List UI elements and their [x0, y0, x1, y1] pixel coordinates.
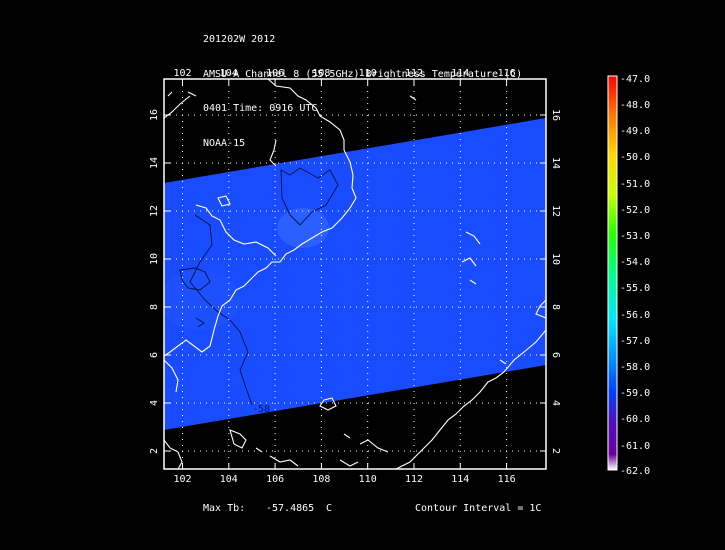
colorbar-label: -59.0 [620, 388, 650, 399]
lat-labels-right: 2 4 6 8 10 12 14 16 [550, 109, 561, 454]
contour-lines [179, 167, 339, 406]
colorbar-label: -53.0 [620, 231, 650, 242]
satellite-swath [164, 118, 546, 430]
lon-label: 110 [359, 68, 377, 79]
lat-label: 2 [149, 448, 160, 454]
lat-label: 14 [550, 157, 561, 169]
lon-label: 106 [266, 68, 284, 79]
lat-label: 12 [149, 205, 160, 217]
lat-label: 2 [550, 448, 561, 454]
header-satellite: NOAA-15 [203, 137, 246, 149]
colorbar-labels: -47.0 -48.0 -49.0 -50.0 -51.0 -52.0 -53.… [620, 74, 650, 477]
header-product: AMSU-A Channel 8 (55.5GHz) Brightness Te… [203, 68, 523, 80]
lon-label: 112 [405, 474, 423, 485]
contour-interval: Contour Interval = 1C [415, 503, 542, 514]
lon-label: 108 [312, 68, 330, 79]
header: 201202W 2012 AMSU-A Channel 8 (55.5GHz) … [203, 11, 522, 161]
lon-label: 104 [220, 474, 238, 485]
max-tb-value: -57.4865 [266, 503, 315, 514]
colorbar-label: -54.0 [620, 257, 650, 268]
colorbar-label: -57.0 [620, 336, 650, 347]
colorbar-label: -47.0 [620, 74, 650, 85]
colorbar-label: -62.0 [620, 466, 650, 477]
lat-label: 16 [550, 109, 561, 121]
lat-label: 14 [149, 157, 160, 169]
lon-labels-top: 102 104 106 108 110 112 114 116 [173, 68, 515, 79]
colorbar-label: -49.0 [620, 126, 650, 137]
colorbar [607, 75, 618, 471]
lon-label: 106 [266, 474, 284, 485]
graticule [164, 79, 546, 469]
warm-spot [277, 208, 329, 248]
map-frame [163, 78, 547, 470]
max-tb-unit: C [326, 503, 333, 514]
header-storm-id: 201202W 2012 [203, 34, 276, 45]
lat-label: 6 [149, 352, 160, 358]
colorbar-label: -56.0 [620, 310, 650, 321]
colorbar-label: -55.0 [620, 283, 650, 294]
lat-label: 10 [550, 253, 561, 265]
colorbar-label: -52.0 [620, 205, 650, 216]
colorbar-label: -61.0 [620, 441, 650, 452]
lon-label: 102 [173, 474, 191, 485]
lon-label: 104 [220, 68, 238, 79]
max-tb-label: Max Tb: [203, 503, 246, 514]
lon-label: 114 [451, 68, 469, 79]
lat-label: 4 [149, 400, 160, 406]
colorbar-label: -60.0 [620, 414, 650, 425]
lon-label: 114 [451, 474, 469, 485]
tick-marks [164, 79, 546, 469]
coastlines [164, 79, 546, 469]
colorbar-label: -58.0 [620, 362, 650, 373]
lat-label: 10 [149, 253, 160, 265]
lat-label: 6 [550, 352, 561, 358]
lat-labels-left: 2 4 6 8 10 12 14 16 [149, 109, 160, 454]
colorbar-label: -48.0 [620, 100, 650, 111]
lon-labels-bottom: 102 104 106 108 110 112 114 116 [173, 474, 515, 485]
lon-label: 110 [359, 474, 377, 485]
header-time: 0401 Time: 0916 UTC [203, 103, 318, 114]
colorbar-label: -51.0 [620, 179, 650, 190]
lon-label: 116 [498, 68, 516, 79]
lon-label: 102 [173, 68, 191, 79]
lon-label: 112 [405, 68, 423, 79]
lon-label: 108 [312, 474, 330, 485]
lon-label: 116 [498, 474, 516, 485]
lat-label: 4 [550, 400, 561, 406]
lat-label: 16 [149, 109, 160, 121]
lat-label: 8 [550, 304, 561, 310]
lat-label: 12 [550, 205, 561, 217]
lat-label: 8 [149, 304, 160, 310]
contour-label: -58 [252, 404, 270, 415]
colorbar-label: -50.0 [620, 152, 650, 163]
